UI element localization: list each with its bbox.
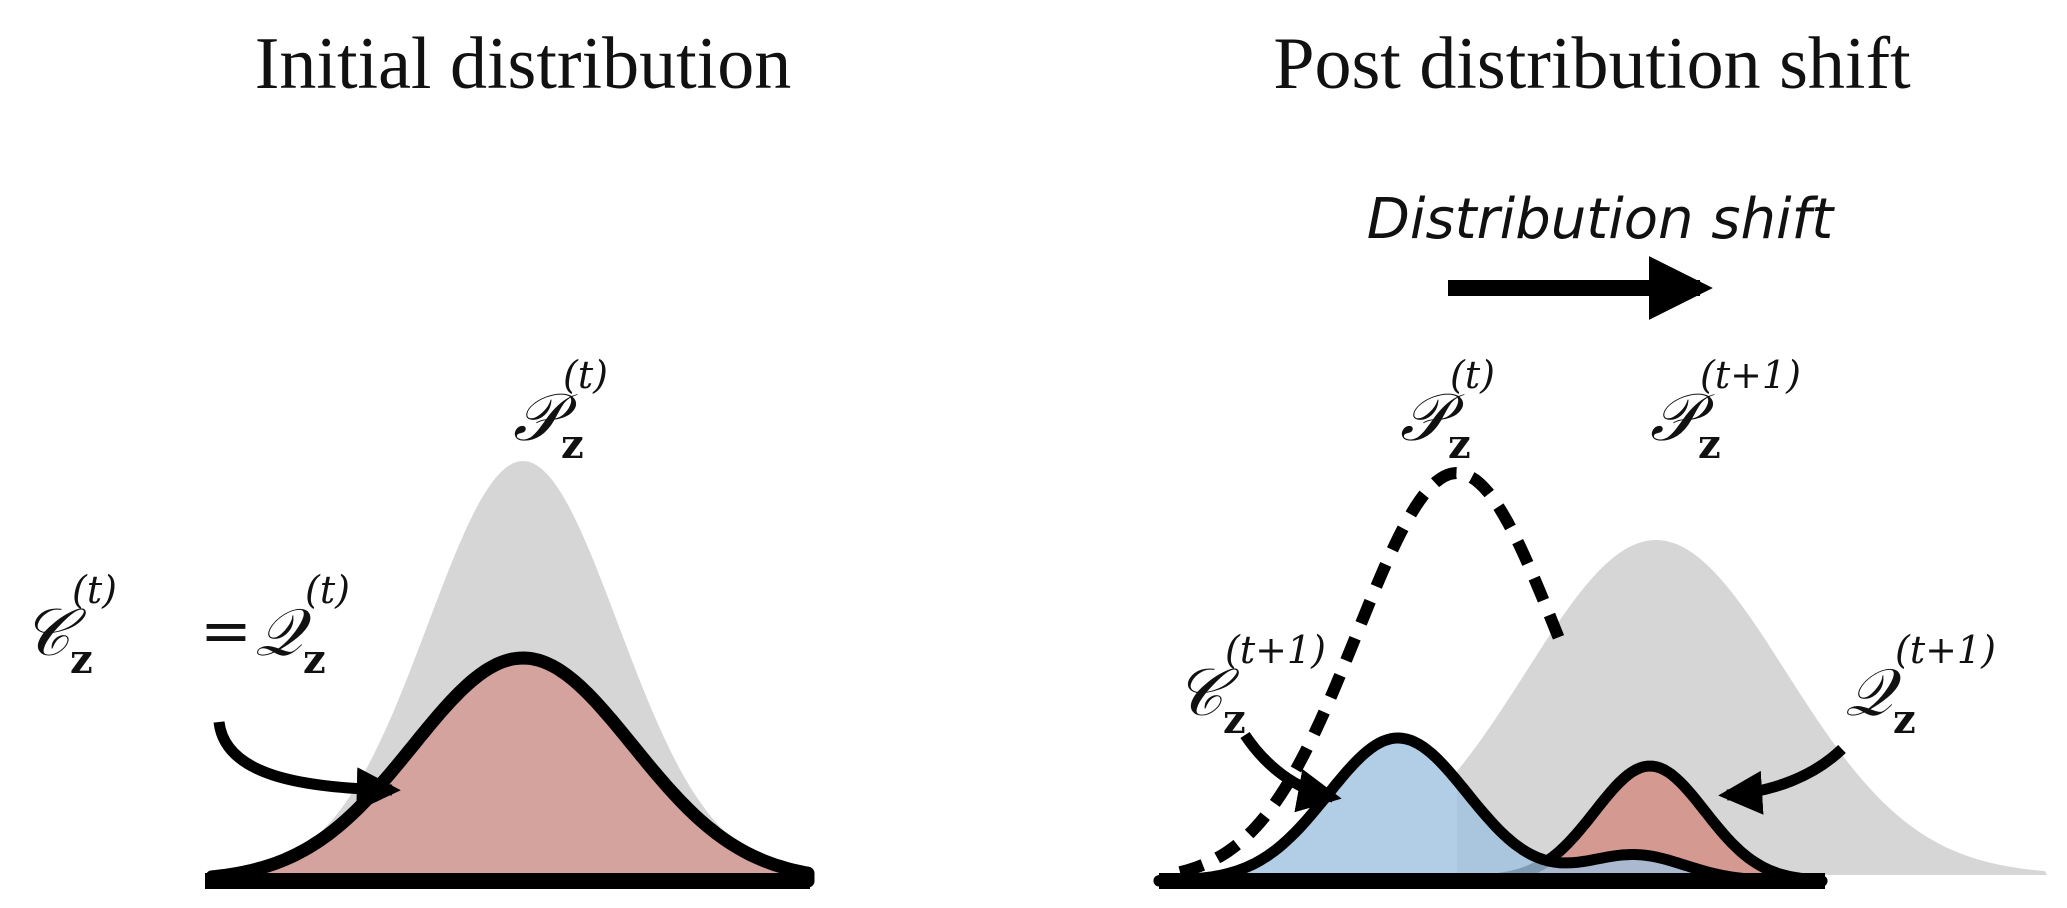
arrow bbox=[1240, 731, 1342, 813]
label-subscript: z bbox=[303, 636, 326, 683]
shift-label: Distribution shift bbox=[1367, 187, 1835, 252]
equals-sign: = bbox=[200, 594, 252, 667]
label-subscript: z bbox=[1448, 421, 1471, 468]
label-superscript: (t) bbox=[1450, 353, 1495, 397]
dashed-bell bbox=[1178, 466, 1566, 879]
label-superscript: (t) bbox=[72, 568, 117, 612]
label-subscript: z bbox=[1698, 421, 1721, 468]
red-bell bbox=[1494, 760, 1828, 887]
label-superscript: (t) bbox=[305, 568, 350, 612]
curves bbox=[205, 461, 2047, 889]
label-superscript: (t+1) bbox=[1225, 628, 1326, 672]
arrow bbox=[213, 721, 401, 812]
label-subscript: z bbox=[1893, 696, 1916, 743]
arrow bbox=[1718, 744, 1846, 815]
label-superscript: (t+1) bbox=[1895, 628, 1996, 672]
label-subscript: z bbox=[561, 421, 584, 468]
panel-title: Initial distribution bbox=[255, 23, 791, 105]
red-bell bbox=[205, 651, 815, 888]
label-superscript: (t+1) bbox=[1700, 353, 1801, 397]
label-subscript: z bbox=[70, 636, 93, 683]
label-superscript: (t) bbox=[563, 353, 608, 397]
label-subscript: z bbox=[1223, 696, 1246, 743]
panel-title: Post distribution shift bbox=[1273, 23, 1911, 105]
